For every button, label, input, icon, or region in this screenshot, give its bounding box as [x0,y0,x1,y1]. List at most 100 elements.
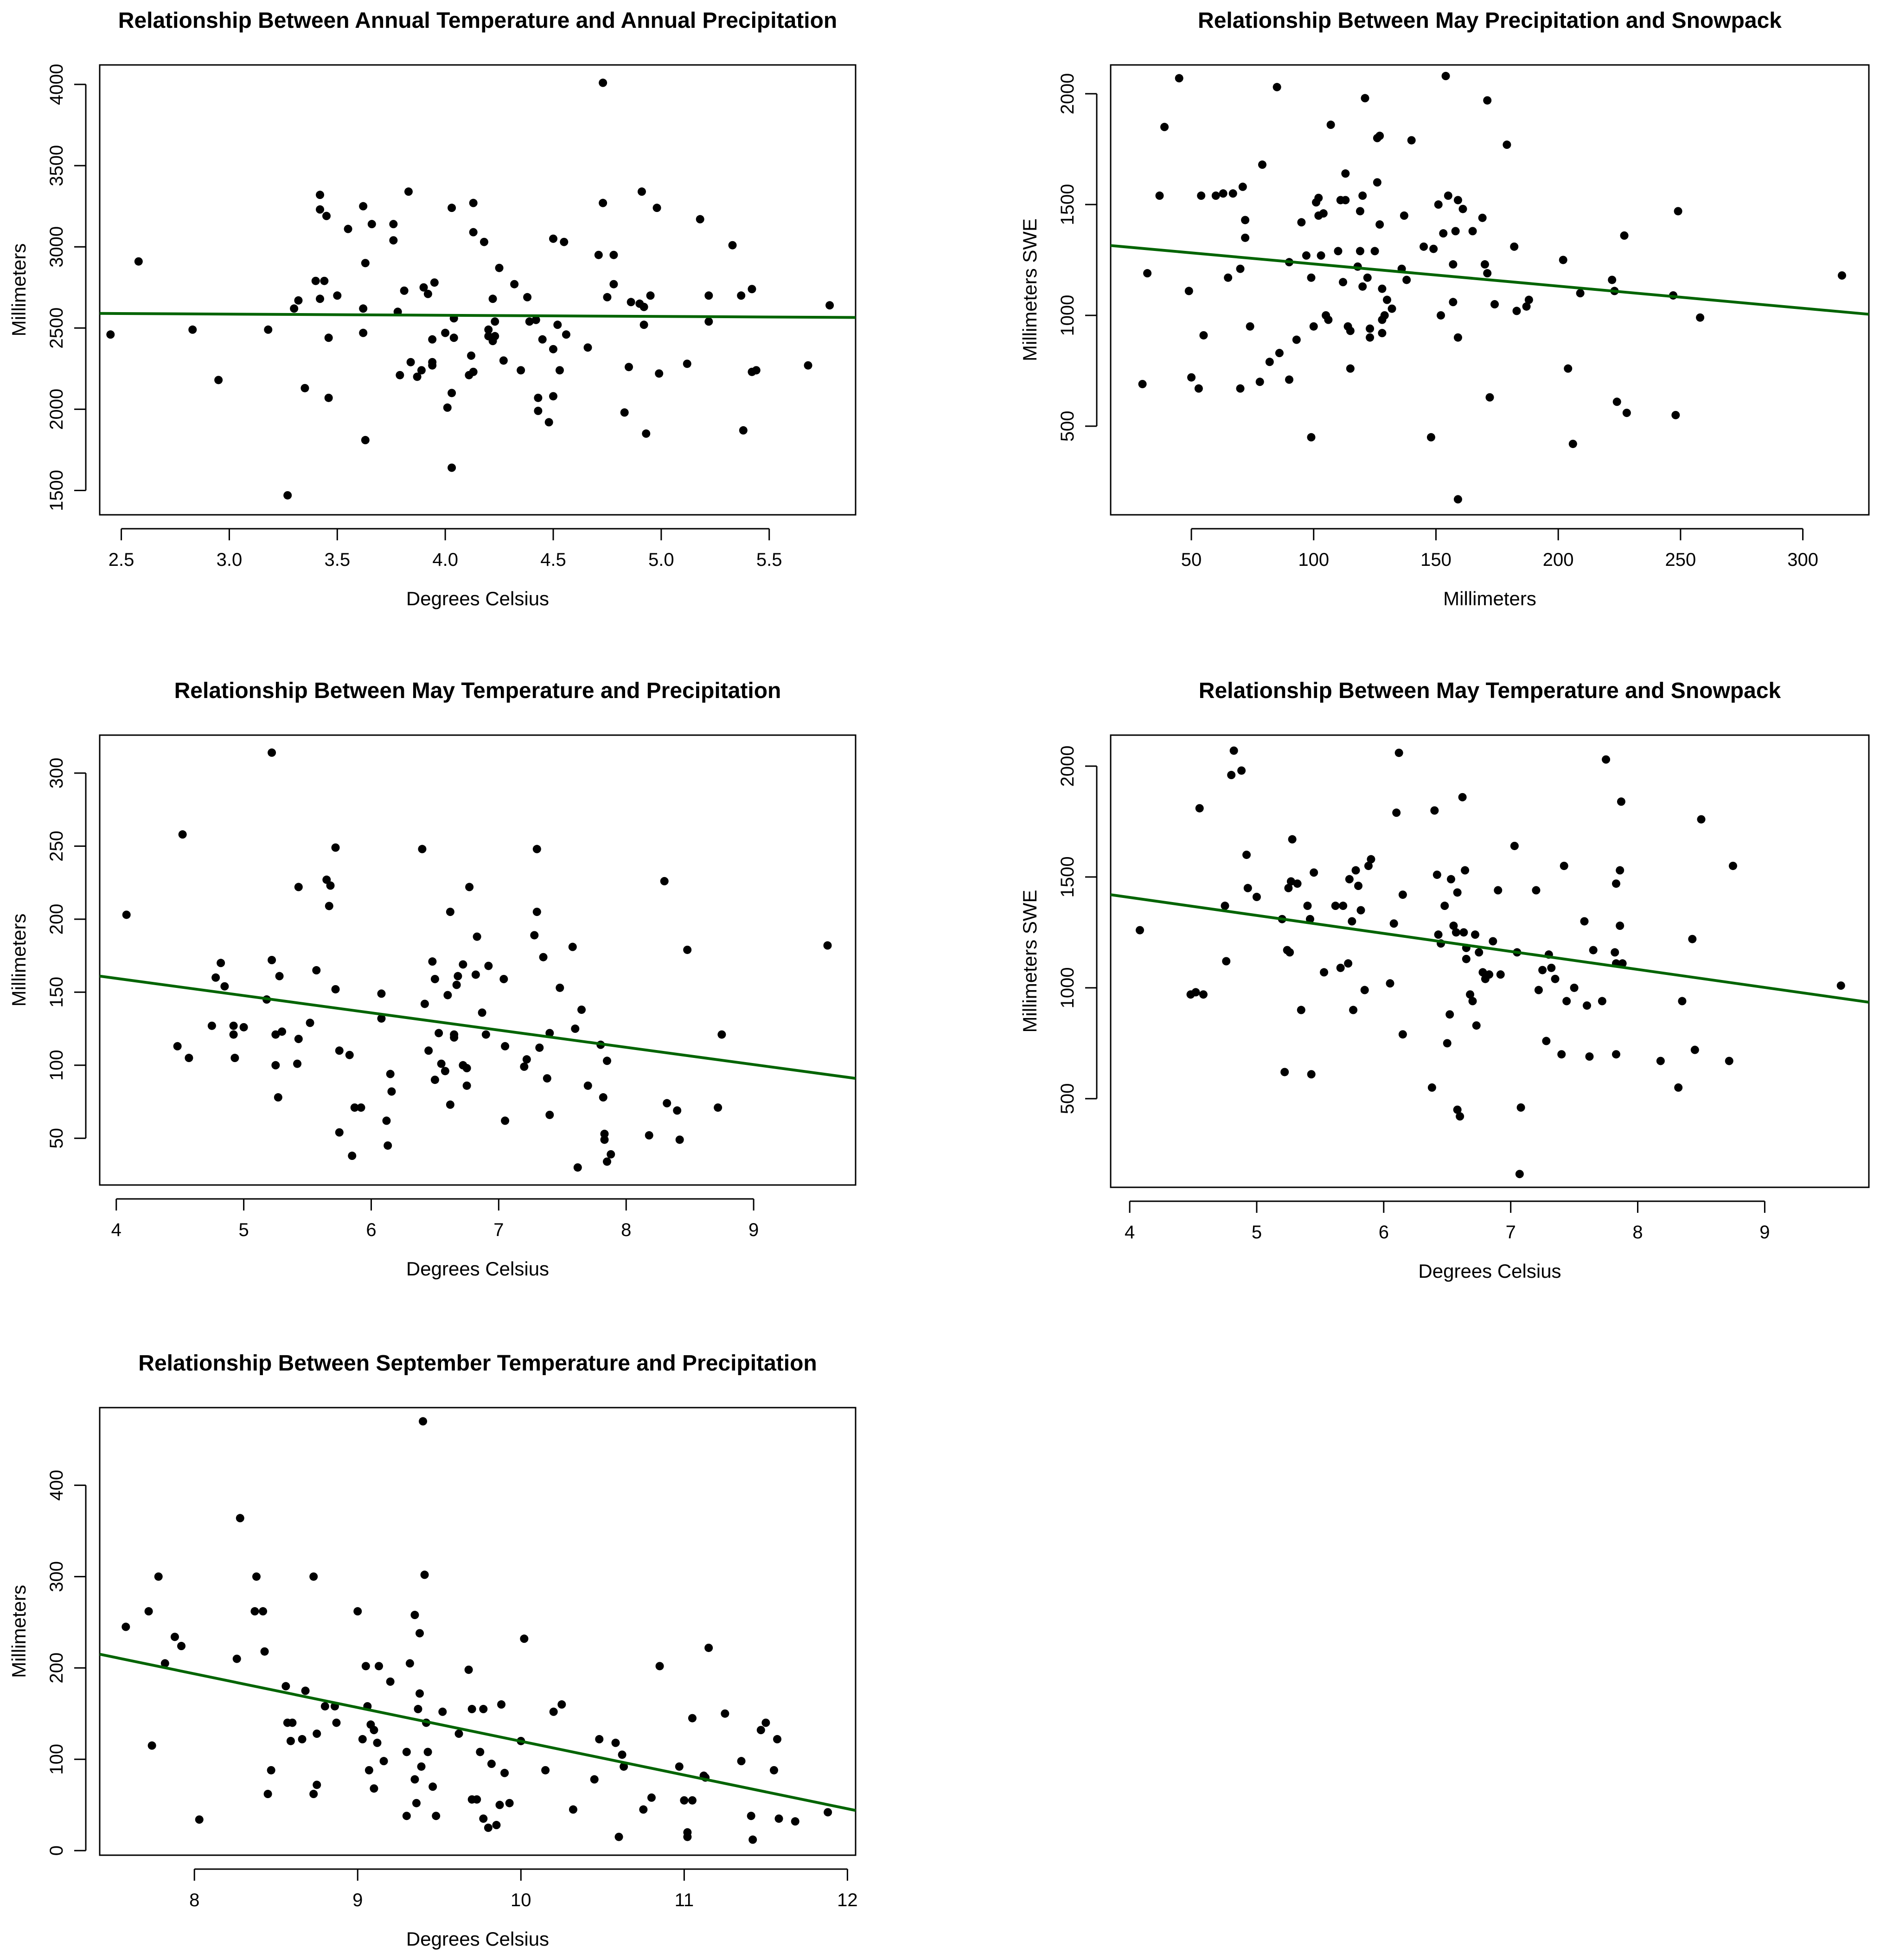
y-tick-label: 0 [46,1845,67,1856]
data-point [1462,954,1471,963]
x-tick-label: 6 [366,1220,376,1240]
data-point [683,1828,692,1837]
data-point [1143,269,1152,278]
data-point [1334,247,1343,256]
data-point [448,389,456,397]
data-point [1568,440,1577,448]
data-point [214,376,223,384]
y-tick-label: 100 [46,1050,67,1081]
data-point [774,1814,783,1823]
data-point [188,325,197,334]
data-point [454,972,462,980]
data-point [1378,284,1387,293]
data-point [185,1054,193,1063]
data-point [400,286,409,295]
data-point [377,1014,386,1023]
data-point [683,359,691,368]
data-point [476,1748,485,1756]
data-point [259,1607,268,1616]
data-point [1358,191,1367,200]
x-tick-label: 7 [493,1220,504,1240]
data-point [344,224,352,233]
regression-line [99,974,856,1080]
data-point [147,1741,156,1750]
data-point [1400,211,1408,220]
y-tick-label: 2000 [1057,745,1078,787]
data-point [452,980,461,989]
data-point [1195,804,1204,813]
y-tick-label: 1500 [1057,856,1078,897]
data-point [1547,963,1556,972]
data-point [418,845,427,853]
data-point [791,1817,799,1826]
data-point [1366,333,1375,342]
data-point [230,1054,239,1063]
data-point [599,78,607,87]
data-point [438,1707,447,1716]
data-point [1542,1037,1551,1045]
data-point [430,278,439,287]
data-point [769,1766,778,1774]
data-point [1292,335,1301,344]
data-point [1285,375,1294,384]
y-axis-label: Millimeters SWE [1019,218,1041,361]
data-point [491,317,499,326]
data-point [170,1633,179,1641]
data-point [288,1718,297,1727]
data-point [1394,749,1403,757]
data-point [160,1659,169,1668]
data-point [361,436,370,444]
data-point [267,1766,275,1774]
data-point [424,1046,433,1055]
data-point [313,1781,321,1789]
data-point [358,1735,367,1743]
data-point [1616,922,1624,930]
data-point [1580,917,1589,926]
y-tick-label: 2000 [1057,73,1078,115]
x-tick-label: 4 [111,1220,121,1240]
x-axis-label: Millimeters [1443,588,1536,609]
data-point [737,291,746,300]
data-point [488,295,497,303]
data-point [532,908,541,916]
data-point [748,1835,757,1844]
data-point [1324,315,1333,324]
data-point [1598,997,1606,1006]
y-tick-label: 250 [46,831,67,862]
data-point [367,220,376,229]
data-point [573,1163,582,1172]
data-point [1478,968,1487,977]
x-tick-label: 300 [1787,550,1818,570]
data-point [432,1812,441,1820]
data-point [1160,122,1169,131]
x-axis-label: Degrees Celsius [1418,1260,1561,1282]
data-point [1618,959,1627,968]
y-tick-label: 1000 [1057,295,1078,336]
data-point [1314,193,1323,202]
data-point [232,1654,241,1663]
data-point [1197,191,1206,200]
data-point [1326,121,1335,129]
data-point [1611,948,1619,957]
data-point [1275,349,1284,358]
x-tick-label: 50 [1181,550,1202,570]
data-point [553,320,562,329]
data-point [520,1634,529,1643]
data-point [359,304,368,313]
data-point [823,941,832,950]
data-point [1382,295,1391,304]
data-point [500,1768,509,1777]
data-point [1285,948,1294,957]
data-point [309,1572,318,1581]
data-point [459,960,467,969]
data-point [1402,275,1411,284]
data-point [1219,189,1228,198]
regression-line [99,312,856,319]
y-tick-label: 4000 [46,64,67,105]
data-point [404,187,413,196]
data-point [1320,968,1329,977]
data-point [541,1766,550,1774]
data-point [325,902,333,910]
data-point [748,285,756,294]
